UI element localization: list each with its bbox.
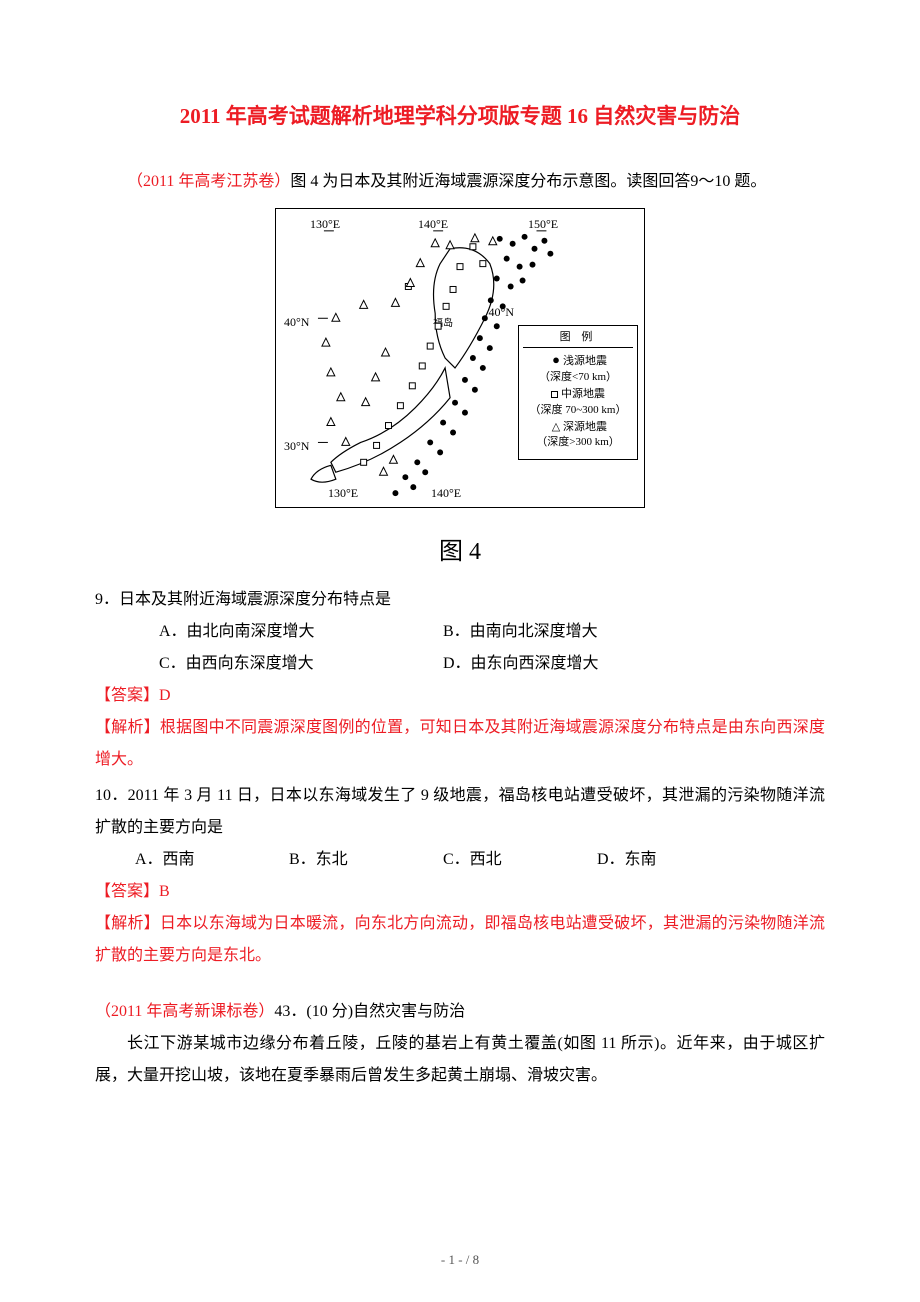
q10-analysis: 【解析】日本以东海域为日本暖流，向东北方向流动，即福岛核电站遭受破坏，其泄漏的污…	[95, 908, 825, 972]
document-title: 2011 年高考试题解析地理学科分项版专题 16 自然灾害与防治	[95, 100, 825, 130]
q43-stem-lead: 43．(10 分)自然灾害与防治	[274, 1003, 465, 1020]
figure-caption: 图 4	[95, 531, 825, 566]
q9-option-b: B．由南向北深度增大	[443, 616, 723, 648]
dot-icon: ●	[549, 351, 563, 369]
legend-row-shallow: ●浅源地震 （深度<70 km）	[523, 351, 633, 385]
map-legend: 图 例 ●浅源地震 （深度<70 km） 中源地震 （深度 70~300 km）…	[518, 325, 638, 460]
q9-stem: 9．日本及其附近海域震源深度分布特点是	[95, 584, 825, 616]
q10-options: A．西南 B．东北 C．西北 D．东南	[95, 844, 825, 876]
q10-option-a: A．西南	[135, 844, 285, 876]
q43-body: 长江下游某城市边缘分布着丘陵，丘陵的基岩上有黄土覆盖(如图 11 所示)。近年来…	[95, 1028, 825, 1092]
square-icon	[551, 391, 558, 398]
page-footer: - 1 - / 8	[0, 1252, 920, 1268]
q9-analysis: 【解析】根据图中不同震源深度图例的位置，可知日本及其附近海域震源深度分布特点是由…	[95, 712, 825, 776]
figure-4-map: 130°E 140°E 150°E 40°N 40°N 30°N 130°E 1…	[275, 208, 645, 508]
q43-source: （2011 年高考新课标卷）	[95, 1003, 274, 1020]
figure-container: 130°E 140°E 150°E 40°N 40°N 30°N 130°E 1…	[95, 208, 825, 566]
triangle-icon: △	[549, 420, 563, 435]
q9-options-row2: C．由西向东深度增大 D．由东向西深度增大	[95, 648, 825, 680]
q10-stem: 10．2011 年 3 月 11 日，日本以东海域发生了 9 级地震，福岛核电站…	[95, 780, 825, 844]
q9-options-row1: A．由北向南深度增大 B．由南向北深度增大	[95, 616, 825, 648]
q10-answer: 【答案】B	[95, 876, 825, 908]
legend-title: 图 例	[523, 330, 633, 348]
q1-source: （2011 年高考江苏卷）	[127, 173, 290, 190]
q1-intro: （2011 年高考江苏卷）图 4 为日本及其附近海域震源深度分布示意图。读图回答…	[95, 166, 825, 198]
q1-intro-text: 图 4 为日本及其附近海域震源深度分布示意图。读图回答9～10 题。	[290, 173, 766, 190]
q9-option-d: D．由东向西深度增大	[443, 648, 723, 680]
legend-row-mid: 中源地震 （深度 70~300 km）	[523, 387, 633, 418]
q10-option-c: C．西北	[443, 844, 593, 876]
q43-header: （2011 年高考新课标卷）43．(10 分)自然灾害与防治	[95, 996, 825, 1028]
q9-answer: 【答案】D	[95, 680, 825, 712]
q9-option-c: C．由西向东深度增大	[159, 648, 439, 680]
legend-row-deep: △深源地震 （深度>300 km）	[523, 420, 633, 451]
q10-option-b: B．东北	[289, 844, 439, 876]
q9-option-a: A．由北向南深度增大	[159, 616, 439, 648]
q10-option-d: D．东南	[597, 844, 747, 876]
